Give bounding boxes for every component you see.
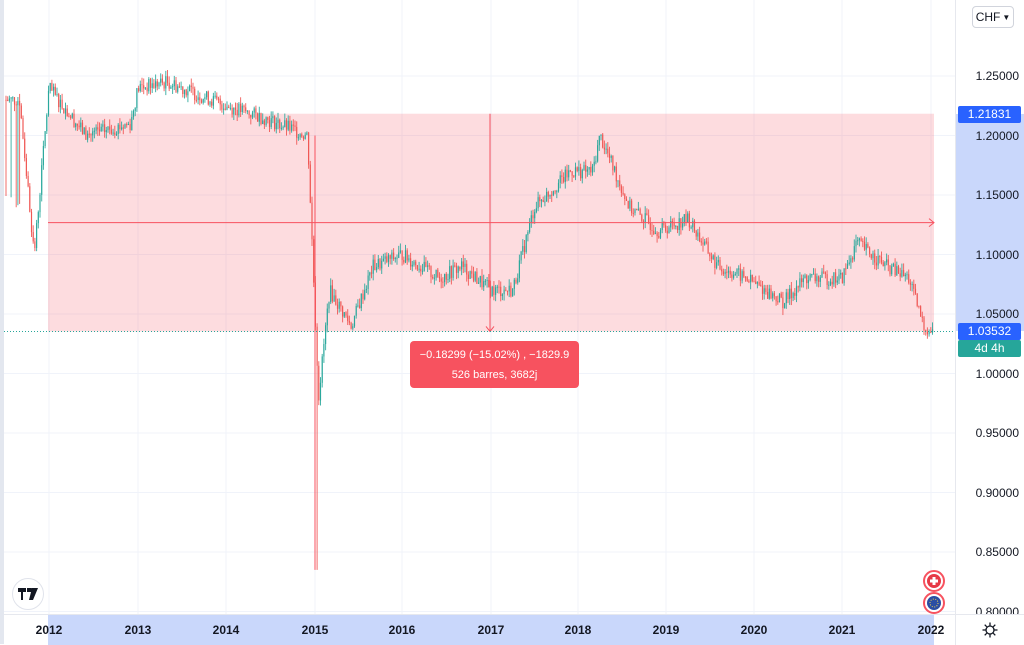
swiss-flag-icon bbox=[927, 574, 941, 588]
chart-plot-area[interactable]: −0.18299 (−15.02%) , −1829.9 526 barres,… bbox=[4, 0, 955, 614]
price-tick: 1.15000 bbox=[975, 188, 1019, 202]
measure-bars-text: 526 barres, 3682j bbox=[451, 369, 538, 381]
measure-change-text: −0.18299 (−15.02%) , −1829.9 bbox=[419, 349, 570, 361]
currency-selector-button[interactable]: CHF ▼ bbox=[972, 6, 1014, 28]
last-price-label: 1.03532 bbox=[958, 323, 1021, 341]
price-range-highlight bbox=[956, 113, 1024, 332]
time-range-highlight bbox=[48, 615, 934, 645]
price-axis[interactable]: 1.25000 1.20000 1.15000 1.10000 1.05000 1.000… bbox=[955, 0, 1024, 619]
time-tick: 2015 bbox=[301, 623, 329, 637]
tradingview-logo[interactable] bbox=[12, 578, 44, 610]
time-tick: 2021 bbox=[828, 623, 856, 637]
bar-countdown-label: 4d 4h bbox=[958, 340, 1021, 358]
time-tick: 2018 bbox=[564, 623, 592, 637]
range-top-price-label: 1.21831 bbox=[958, 105, 1021, 123]
price-tick: 1.20000 bbox=[975, 128, 1019, 143]
price-tick: 0.85000 bbox=[975, 545, 1019, 559]
time-axis[interactable]: 2012 2013 2014 2015 2016 2017 2018 2019 2020 2021… bbox=[4, 614, 955, 645]
chevron-down-icon: ▼ bbox=[1002, 12, 1011, 22]
price-tick: 1.05000 bbox=[975, 307, 1019, 321]
time-tick: 2012 bbox=[35, 623, 63, 637]
eu-flag-icon bbox=[927, 596, 941, 610]
candlestick-chart bbox=[4, 0, 955, 614]
price-tick: 1.25000 bbox=[975, 69, 1019, 83]
time-tick: 2020 bbox=[740, 623, 768, 637]
gear-icon bbox=[982, 622, 998, 638]
time-tick: 2019 bbox=[652, 623, 680, 637]
time-tick: 2016 bbox=[388, 623, 416, 637]
time-tick: 2014 bbox=[212, 623, 240, 637]
time-tick: 2022 bbox=[917, 623, 945, 637]
tradingview-logo-icon bbox=[18, 588, 38, 600]
left-edge bbox=[0, 0, 4, 644]
price-tick: 1.10000 bbox=[975, 247, 1019, 262]
time-tick: 2013 bbox=[124, 623, 152, 637]
chart-settings-corner bbox=[955, 614, 1024, 645]
eu-flag-button[interactable] bbox=[923, 592, 945, 614]
currency-label: CHF bbox=[975, 10, 1001, 24]
price-tick: 0.90000 bbox=[975, 485, 1019, 500]
price-tick: 0.95000 bbox=[975, 426, 1019, 440]
price-tick: 1.00000 bbox=[975, 366, 1019, 381]
measure-tooltip: −0.18299 (−15.02%) , −1829.9 526 barres,… bbox=[410, 341, 579, 388]
settings-button[interactable] bbox=[982, 622, 998, 638]
time-tick: 2017 bbox=[477, 623, 505, 637]
swiss-flag-button[interactable] bbox=[923, 570, 945, 592]
